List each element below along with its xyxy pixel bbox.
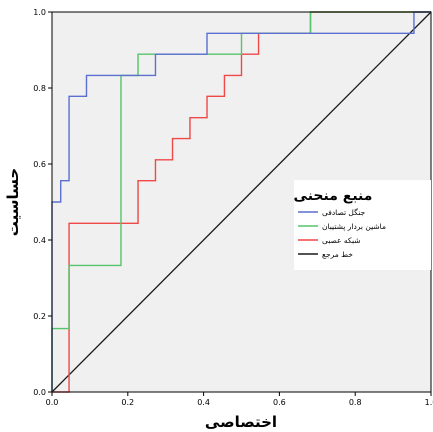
legend-label-random-forest: جنگل تصادفی [322, 208, 366, 217]
legend-title: منبع منحنی [294, 188, 373, 204]
legend: منبع منحنی جنگل تصادفی ماشین بردار پشتیبا… [294, 180, 431, 270]
series-line-random-forest [51, 11, 431, 392]
legend-label-svm: ماشین بردار پشتیبان [322, 222, 386, 231]
x-tick-label: 0.4 [197, 398, 210, 407]
y-tick-label: 0.6 [33, 160, 46, 169]
legend-label-reference: خط مرجع [322, 250, 353, 259]
series-line-reference [51, 11, 432, 393]
x-axis-title: اختصاصی [205, 413, 277, 431]
series-line-neural-network [52, 11, 431, 393]
legend-label-neural-network: شبکه عصبی [322, 236, 361, 245]
x-tick-label: 0.0 [46, 398, 59, 407]
x-tick-label: 0.2 [121, 398, 134, 407]
x-tick-label: 0.8 [349, 398, 362, 407]
y-tick-label: 0.2 [33, 312, 46, 321]
legend-box [294, 180, 431, 270]
y-tick-label: 0.8 [33, 84, 46, 93]
x-tick-label: 0.6 [273, 398, 286, 407]
x-tick-label: 1.0 [425, 398, 433, 407]
series-layer [51, 11, 432, 393]
legend-items: جنگل تصادفی ماشین بردار پشتیبان شبکه عصبی خ… [298, 208, 386, 259]
y-tick-label: 0.0 [33, 388, 46, 397]
y-axis-title: حساسیت [4, 168, 22, 236]
axis-ticks: 0.0 0.2 0.4 0.6 0.8 1.0 0.0 0.2 0.4 0.6 0.8 1.0 [33, 8, 433, 407]
y-tick-label: 1.0 [33, 8, 46, 17]
y-tick-label: 0.4 [33, 236, 46, 245]
